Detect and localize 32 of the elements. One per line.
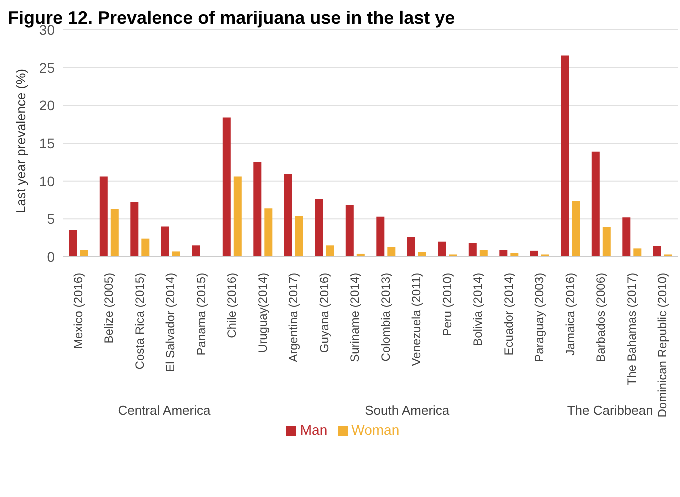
legend-label: Man [300, 422, 328, 438]
text: The Caribbean [567, 403, 654, 418]
x-tick-label: Panama (2015) [194, 273, 208, 356]
text: South America [364, 403, 451, 418]
x-tick-label: Guyana (2016) [317, 273, 332, 354]
x-tick-label: The Bahamas (2017) [624, 273, 639, 386]
x-tick-label: Dominican Republic (2010) [656, 273, 670, 418]
y-tick-label: 20 [39, 98, 56, 114]
y-tick-label: 25 [39, 60, 56, 76]
x-tick-label: Ecuador (2014) [502, 273, 516, 356]
x-tick-label: Chile (2016) [225, 273, 240, 338]
y-axis-title: Last year prevalence (%) [14, 68, 29, 214]
y-tick-label: 15 [39, 135, 56, 152]
x-tick-label: Colombia (2013) [378, 273, 393, 362]
legend-label: Woman [352, 422, 400, 438]
x-tick-label: Argentina (2017) [286, 272, 301, 362]
x-tick-label: Barbados (2006) [594, 272, 608, 362]
x-tick-label: Peru (2010) [440, 273, 454, 336]
x-tick-label: Costa Rica (2015) [132, 273, 147, 370]
y-tick-label: 5 [47, 211, 56, 228]
x-tick-label: Mexico (2016) [71, 272, 86, 350]
x-tick-label: Belize (2005) [102, 273, 116, 344]
x-tick-label: Uruguay(2014) [256, 273, 270, 354]
y-tick-label: 10 [39, 173, 56, 190]
y-tick-label: 0 [47, 248, 56, 265]
x-tick-label: Suriname (2014) [348, 273, 362, 362]
x-tick-label: Venezuela (2011) [410, 273, 424, 366]
x-tick-label: Bolivia (2014) [471, 273, 486, 346]
x-tick-label: Jamaica (2016) [563, 273, 578, 356]
x-tick-label: El Salvador (2014) [164, 273, 178, 372]
text: Central America [117, 403, 212, 418]
x-tick-label: Paraguay (2003) [532, 272, 547, 362]
